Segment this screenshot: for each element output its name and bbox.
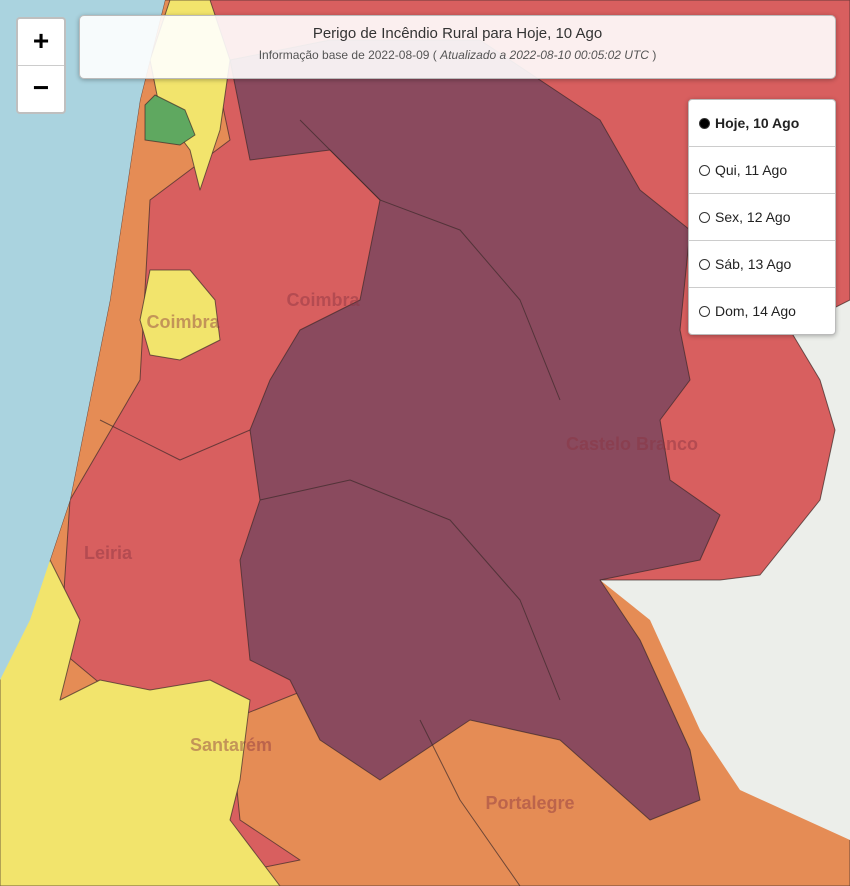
- zoom-out[interactable]: −: [18, 65, 64, 112]
- place-label: Portalegre: [485, 793, 574, 813]
- yellow-zone: [139, 269, 221, 361]
- day-option[interactable]: Sex, 12 Ago: [689, 193, 835, 240]
- title: Perigo de Incêndio Rural para Hoje, 10 A…: [312, 25, 603, 42]
- boundary: [419, 719, 521, 886]
- place-label: Leiria: [84, 543, 133, 563]
- day-label[interactable]: Sex, 12 Ago: [715, 209, 791, 225]
- sea: [0, 0, 165, 680]
- place-label: Santarém: [190, 735, 272, 755]
- boundary: [259, 479, 561, 701]
- subtitle: Informação base de 2022-08-09 ( Atualiza…: [80, 48, 835, 62]
- zoom-in[interactable]: +: [32, 25, 50, 56]
- green-zone: [144, 94, 196, 146]
- place-label: Castelo Branco: [566, 434, 698, 454]
- unmapped-zone: [600, 300, 850, 840]
- day-option[interactable]: Sáb, 13 Ago: [689, 240, 835, 287]
- day-label[interactable]: Sáb, 13 Ago: [715, 256, 792, 272]
- day-label[interactable]: Hoje, 10 Ago: [715, 115, 800, 131]
- day-label[interactable]: Dom, 14 Ago: [715, 303, 796, 319]
- day-label[interactable]: Qui, 11 Ago: [715, 162, 788, 178]
- day-option[interactable]: Qui, 11 Ago: [689, 146, 835, 193]
- yellow-zone: [0, 559, 281, 886]
- title-box: Perigo de Incêndio Rural para Hoje, 10 A…: [79, 15, 836, 79]
- place-label: Coimbra: [146, 312, 220, 332]
- very-high-zone: [229, 39, 721, 821]
- subtitle-end: ): [652, 48, 657, 62]
- zoom-control: + −: [16, 17, 66, 114]
- day-option[interactable]: Dom, 14 Ago: [689, 287, 835, 334]
- boundary: [299, 119, 561, 401]
- radio[interactable]: [699, 165, 710, 176]
- radio[interactable]: [699, 118, 710, 129]
- day-option[interactable]: Hoje, 10 Ago: [689, 100, 835, 146]
- place-label: Coimbra: [286, 290, 360, 310]
- day-selector: Hoje, 10 Ago Qui, 11 Ago Sex, 12 Ago Sáb, 1…: [688, 99, 836, 335]
- subtitle-updated: Atualizado a 2022-08-10 00:05:02 UTC: [440, 48, 649, 62]
- radio[interactable]: [699, 306, 710, 317]
- radio[interactable]: [699, 212, 710, 223]
- radio[interactable]: [699, 259, 710, 270]
- boundary: [99, 419, 251, 461]
- subtitle-base: Informação base de 2022-08-09 (: [258, 48, 437, 62]
